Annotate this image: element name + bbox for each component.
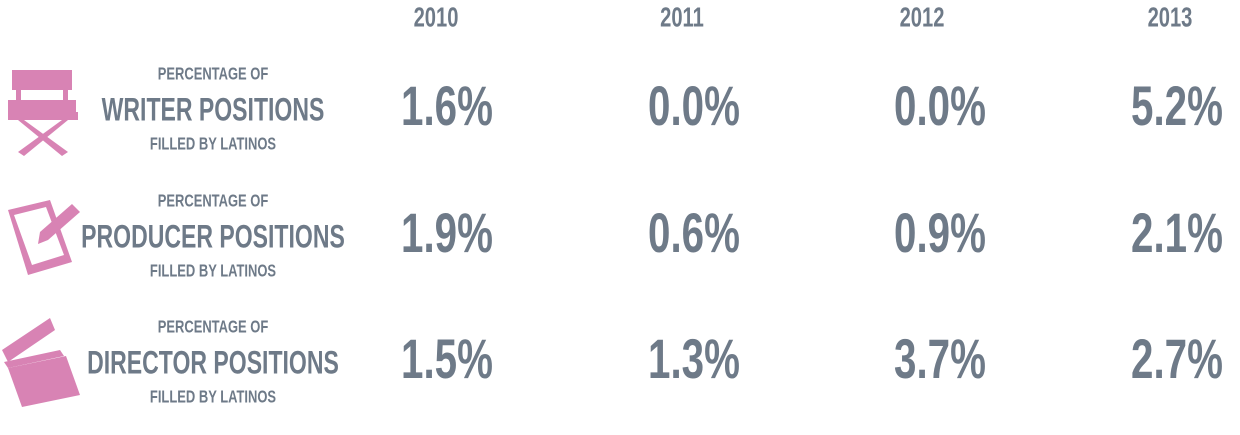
row-prefix: PERCENTAGE OF xyxy=(158,65,269,85)
condensed-layer: 2010 2011 2012 2013 PERCENTAGE OF WRITER POSI… xyxy=(81,2,1223,407)
clapperboard-icon xyxy=(2,318,80,407)
row-suffix: FILLED BY LATINOS xyxy=(150,262,276,282)
value-cell: 1.5% xyxy=(401,328,493,390)
chair-icon xyxy=(8,70,78,156)
value-cell: 0.0% xyxy=(648,75,740,137)
row-label: DIRECTOR POSITIONS xyxy=(87,345,339,381)
row-suffix: FILLED BY LATINOS xyxy=(150,388,276,408)
year-header: 2010 xyxy=(414,2,459,33)
value-cell: 0.9% xyxy=(894,202,986,264)
value-cell: 3.7% xyxy=(894,328,986,390)
value-cell: 5.2% xyxy=(1131,75,1223,137)
row-prefix: PERCENTAGE OF xyxy=(158,318,269,338)
row-label: WRITER POSITIONS xyxy=(102,92,325,128)
value-cell: 0.6% xyxy=(648,202,740,264)
value-cell: 1.3% xyxy=(648,328,740,390)
year-header: 2011 xyxy=(660,2,704,33)
year-header: 2013 xyxy=(1148,2,1193,33)
value-cell: 1.9% xyxy=(401,202,493,264)
row-label: PRODUCER POSITIONS xyxy=(81,219,345,255)
value-cell: 2.1% xyxy=(1131,202,1223,264)
value-cell: 0.0% xyxy=(894,75,986,137)
value-cell: 2.7% xyxy=(1131,328,1223,390)
value-cell: 1.6% xyxy=(401,75,493,137)
paper-pencil-icon xyxy=(8,200,80,275)
year-header: 2012 xyxy=(900,2,945,33)
row-prefix: PERCENTAGE OF xyxy=(158,192,269,212)
row-suffix: FILLED BY LATINOS xyxy=(150,135,276,155)
